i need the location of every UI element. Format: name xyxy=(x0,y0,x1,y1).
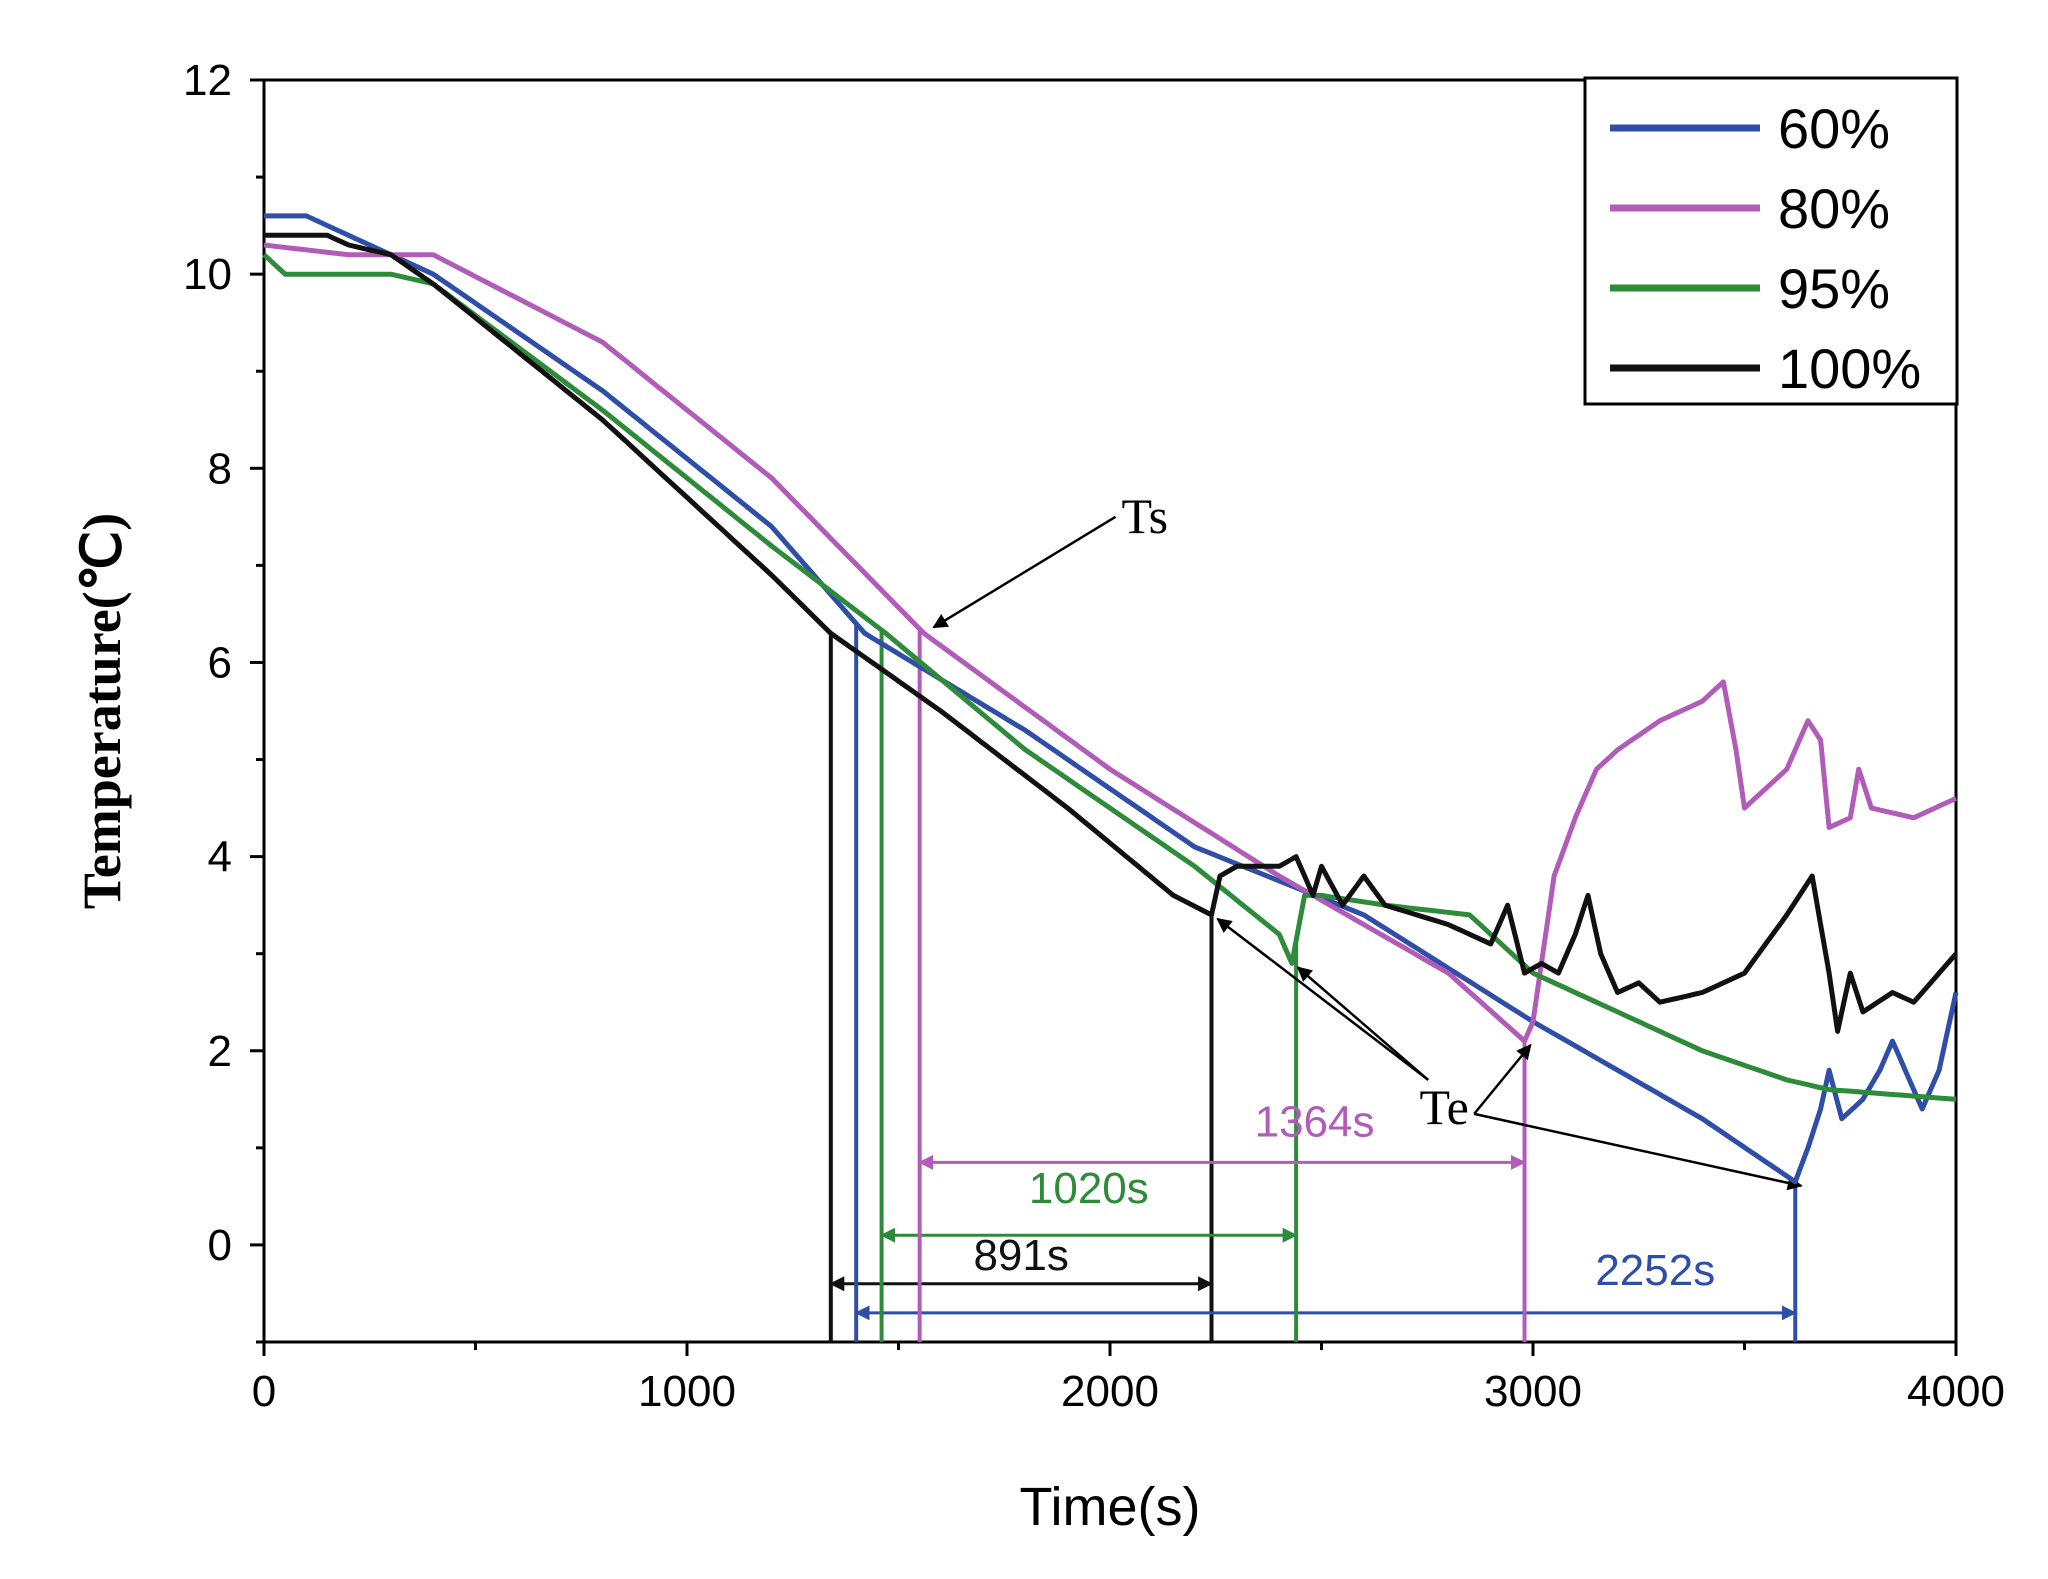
series-line-60 xyxy=(264,213,1959,1185)
marker-label-1020s: 1020s xyxy=(1029,1164,1149,1213)
legend-label-95: 95% xyxy=(1778,257,1890,320)
legend-label-60: 60% xyxy=(1778,97,1890,160)
x-tick-label-0: 0 xyxy=(252,1367,276,1416)
legend-label-80: 80% xyxy=(1778,177,1890,240)
te-arrow-0 xyxy=(1216,917,1429,1081)
series-line-80 xyxy=(263,242,1958,1044)
ts-arrow xyxy=(932,515,1117,629)
marker-label-1364s: 1364s xyxy=(1255,1097,1375,1146)
x-tick-label-1000: 1000 xyxy=(638,1367,736,1416)
series-line-100 xyxy=(264,232,1958,1034)
te-label: Te xyxy=(1420,1079,1469,1135)
y-tick-label-4: 4 xyxy=(208,833,232,882)
te-arrow-2 xyxy=(1473,1043,1532,1115)
x-axis-title: Time(s) xyxy=(1020,1477,1201,1537)
legend-label-100: 100% xyxy=(1778,337,1921,400)
marker-label-891s: 891s xyxy=(973,1231,1068,1280)
legend: 60% 80% 95% 100% xyxy=(1583,76,1959,406)
x-tick-label-3000: 3000 xyxy=(1484,1367,1582,1416)
y-tick-label-8: 8 xyxy=(208,444,232,493)
series-line-95 xyxy=(262,252,1957,1102)
te-arrow-3 xyxy=(1473,1112,1803,1191)
y-tick-label-10: 10 xyxy=(183,250,232,299)
ts-label: Ts xyxy=(1122,488,1169,544)
marker-label-2252s: 2252s xyxy=(1595,1246,1715,1295)
y-tick-label-12: 12 xyxy=(183,56,232,105)
y-tick-label-2: 2 xyxy=(208,1027,232,1076)
y-tick-label-0: 0 xyxy=(208,1221,232,1270)
x-tick-label-2000: 2000 xyxy=(1061,1367,1159,1416)
te-arrow-1 xyxy=(1296,966,1429,1081)
x-tick-label-4000: 4000 xyxy=(1907,1367,2005,1416)
legend-box xyxy=(1583,76,1959,406)
y-axis-title: Temperature(℃) xyxy=(72,513,132,910)
y-tick-label-6: 6 xyxy=(208,638,232,687)
